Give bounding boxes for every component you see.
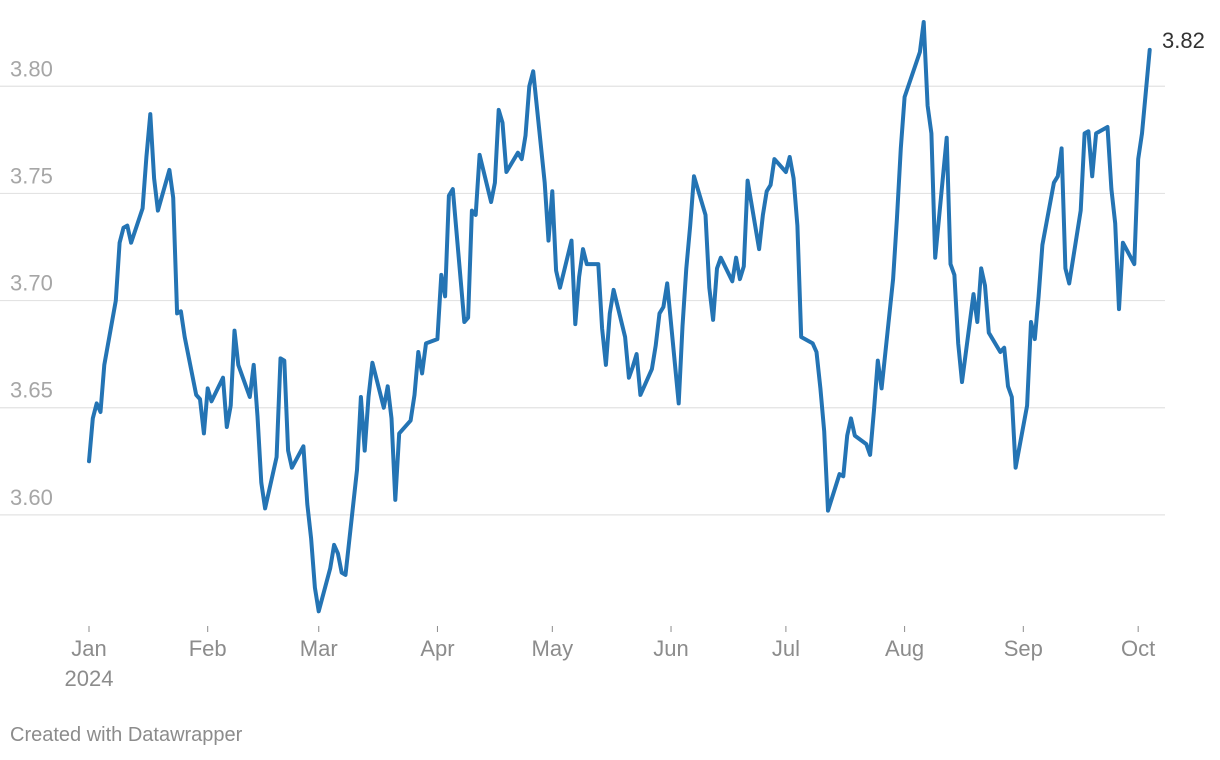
x-tick-label: Oct	[1121, 636, 1155, 661]
y-tick-label: 3.60	[10, 485, 53, 510]
gridlines	[0, 85, 1165, 516]
y-tick-label: 3.80	[10, 56, 53, 81]
series-layer: 3.82	[87, 20, 1205, 614]
x-tick-label: Jun	[653, 636, 688, 661]
x-axis-ticks: Jan 2024 Feb Mar Apr May Jun Jul Aug Sep Oct	[65, 626, 1155, 691]
x-tick-label: Apr	[420, 636, 454, 661]
credit-text: Created with Datawrapper	[10, 724, 243, 746]
x-tick-label: Jul	[772, 636, 800, 661]
y-axis-ticks: 3.60 3.65 3.70 3.75 3.80	[10, 56, 53, 510]
x-tick-label: Feb	[189, 636, 227, 661]
y-tick-label: 3.65	[10, 378, 53, 403]
x-tick-label: Sep	[1004, 636, 1043, 661]
x-tick-label: Aug	[885, 636, 924, 661]
y-tick-label: 3.75	[10, 163, 53, 188]
x-tick-label: Mar	[300, 636, 338, 661]
y-tick-label: 3.70	[10, 271, 53, 296]
x-tick-label: May	[532, 636, 574, 661]
x-tick-label: Jan	[71, 636, 106, 661]
end-value-label: 3.82	[1162, 28, 1205, 53]
x-tick-sublabel: 2024	[65, 666, 114, 691]
series-line-value	[87, 20, 1152, 614]
